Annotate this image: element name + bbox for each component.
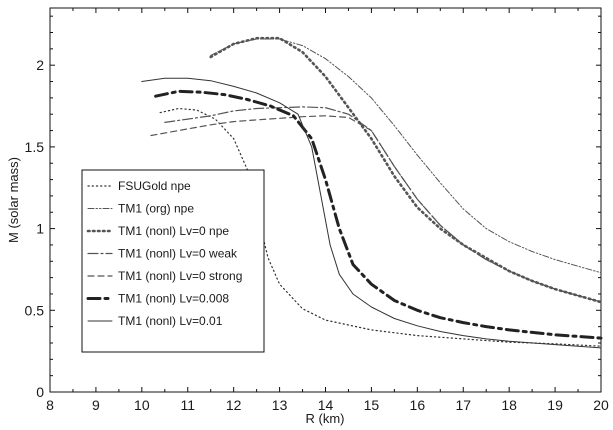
x-tick-label: 8 xyxy=(46,397,54,413)
legend-label: TM1 (nonl) Lv=0 weak xyxy=(118,247,238,261)
series-line-2 xyxy=(210,38,602,274)
series-layer xyxy=(141,36,603,349)
series-line-3 xyxy=(209,36,603,304)
series-line-6 xyxy=(154,89,603,340)
legend-label: TM1 (nonl) Lv=0.01 xyxy=(118,314,223,328)
series-line-5 xyxy=(150,115,602,303)
x-tick-label: 11 xyxy=(180,397,195,413)
x-tick-label: 9 xyxy=(92,397,100,413)
y-axis-title: M (solar mass) xyxy=(6,157,21,243)
legend-label: TM1 (org) npe xyxy=(118,202,194,216)
legend-label: TM1 (nonl) Lv=0 npe xyxy=(118,224,229,238)
y-tick-label: 1 xyxy=(36,221,44,237)
series-line-7 xyxy=(141,77,602,349)
x-tick-label: 14 xyxy=(318,397,334,413)
legend-label: TM1 (nonl) Lv=0.008 xyxy=(118,292,229,306)
x-tick-label: 20 xyxy=(593,397,609,413)
legend-label: TM1 (nonl) Lv=0 strong xyxy=(118,269,242,283)
x-tick-label: 12 xyxy=(226,397,242,413)
legend-box xyxy=(81,169,265,353)
x-tick-label: 16 xyxy=(410,397,426,413)
x-tick-label: 15 xyxy=(364,397,380,413)
y-tick-label: 2 xyxy=(36,57,44,73)
legend-label: FSUGold npe xyxy=(118,179,191,193)
x-tick-label: 10 xyxy=(134,397,150,413)
y-tick-label: 0 xyxy=(36,384,44,400)
legend: FSUGold npe TM1 (org) npe TM1 (nonl) Lv=0 … xyxy=(81,169,265,353)
y-tick-label: 1.5 xyxy=(25,139,45,155)
x-axis-title: R (km) xyxy=(306,411,345,426)
x-tick-label: 19 xyxy=(547,397,563,413)
ticks: 8 9 10 11 12 13 14 15 16 17 18 19 20 0 0.5 1 1.5 2 xyxy=(25,8,609,413)
x-tick-label: 18 xyxy=(501,397,517,413)
x-tick-label: 17 xyxy=(455,397,471,413)
y-tick-label: 0.5 xyxy=(25,302,45,318)
x-tick-label: 13 xyxy=(272,397,288,413)
